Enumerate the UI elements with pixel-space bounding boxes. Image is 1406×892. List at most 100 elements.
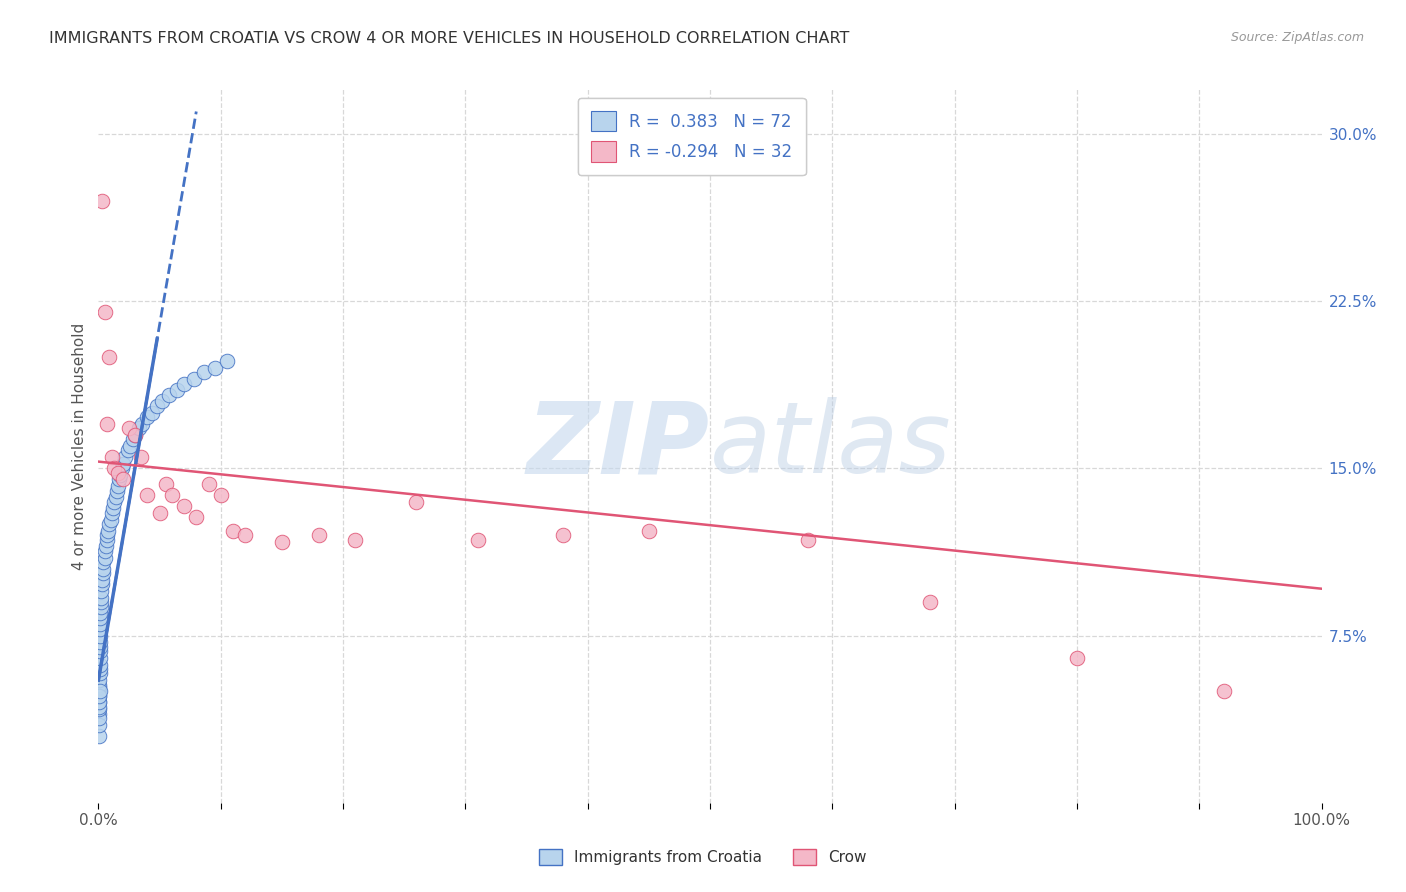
Point xyxy=(89,607,111,621)
Point xyxy=(204,360,226,375)
Point xyxy=(173,376,195,391)
Point xyxy=(94,539,117,553)
Point xyxy=(107,466,129,480)
Point xyxy=(155,476,177,491)
Point xyxy=(110,467,132,482)
Point xyxy=(166,384,188,398)
Point xyxy=(136,488,159,502)
Point xyxy=(97,524,120,538)
Point xyxy=(157,387,180,401)
Point xyxy=(96,417,118,431)
Point xyxy=(89,678,111,692)
Point xyxy=(89,628,111,642)
Point xyxy=(87,702,110,716)
Point xyxy=(87,729,110,743)
Point xyxy=(90,595,112,609)
Point xyxy=(93,543,115,558)
Point xyxy=(91,562,114,576)
Point xyxy=(96,528,118,542)
Point xyxy=(124,427,146,442)
Point xyxy=(87,717,110,731)
Point xyxy=(173,500,195,514)
Text: ZIP: ZIP xyxy=(527,398,710,494)
Point xyxy=(91,566,114,581)
Point xyxy=(89,696,111,710)
Point xyxy=(117,443,139,458)
Point xyxy=(222,524,245,538)
Point xyxy=(111,457,134,471)
Point xyxy=(467,533,489,547)
Point xyxy=(920,595,942,609)
Legend: R =  0.383   N = 72, R = -0.294   N = 32: R = 0.383 N = 72, R = -0.294 N = 32 xyxy=(578,97,806,175)
Point xyxy=(108,473,131,487)
Point xyxy=(146,399,169,413)
Point xyxy=(183,372,205,386)
Point xyxy=(87,696,110,710)
Point xyxy=(91,573,114,587)
Point xyxy=(118,421,141,435)
Point xyxy=(121,433,143,447)
Point xyxy=(87,711,110,725)
Point xyxy=(149,506,172,520)
Point xyxy=(103,494,125,508)
Point xyxy=(197,476,219,491)
Point xyxy=(100,512,122,526)
Point xyxy=(87,684,110,698)
Point xyxy=(124,427,146,442)
Point xyxy=(186,510,208,524)
Point xyxy=(150,394,173,409)
Point xyxy=(160,488,183,502)
Point xyxy=(89,680,111,694)
Point xyxy=(107,479,129,493)
Point xyxy=(344,533,367,547)
Text: Source: ZipAtlas.com: Source: ZipAtlas.com xyxy=(1230,31,1364,45)
Point xyxy=(89,673,111,687)
Point xyxy=(89,666,111,681)
Point xyxy=(93,550,115,565)
Point xyxy=(128,421,150,435)
Point xyxy=(233,528,256,542)
Point xyxy=(89,662,111,676)
Point xyxy=(89,657,111,672)
Point xyxy=(89,610,111,624)
Point xyxy=(638,524,661,538)
Point xyxy=(111,473,134,487)
Point xyxy=(129,450,152,465)
Point xyxy=(89,689,111,703)
Point xyxy=(87,706,110,721)
Point xyxy=(141,405,163,420)
Point xyxy=(89,640,111,654)
Point xyxy=(308,528,330,542)
Point xyxy=(98,350,121,364)
Point xyxy=(90,583,112,598)
Point xyxy=(209,488,232,502)
Point xyxy=(270,534,294,549)
Point xyxy=(111,461,134,475)
Point xyxy=(131,417,153,431)
Point xyxy=(91,194,114,208)
Legend: Immigrants from Croatia, Crow: Immigrants from Croatia, Crow xyxy=(533,843,873,871)
Y-axis label: 4 or more Vehicles in Household: 4 or more Vehicles in Household xyxy=(72,322,87,570)
Point xyxy=(103,461,125,475)
Point xyxy=(101,450,124,465)
Point xyxy=(96,533,118,547)
Point xyxy=(91,555,114,569)
Point xyxy=(136,410,159,425)
Point xyxy=(93,305,115,319)
Text: atlas: atlas xyxy=(710,398,952,494)
Point xyxy=(87,689,110,703)
Point xyxy=(1066,651,1088,665)
Point xyxy=(90,599,112,614)
Point xyxy=(89,651,111,665)
Point xyxy=(405,494,427,508)
Point xyxy=(120,439,142,453)
Point xyxy=(104,490,127,504)
Point xyxy=(797,533,820,547)
Point xyxy=(1212,684,1234,698)
Point xyxy=(215,354,238,368)
Point xyxy=(114,450,136,465)
Point xyxy=(105,483,128,498)
Point xyxy=(101,506,124,520)
Point xyxy=(553,528,575,542)
Point xyxy=(89,617,111,632)
